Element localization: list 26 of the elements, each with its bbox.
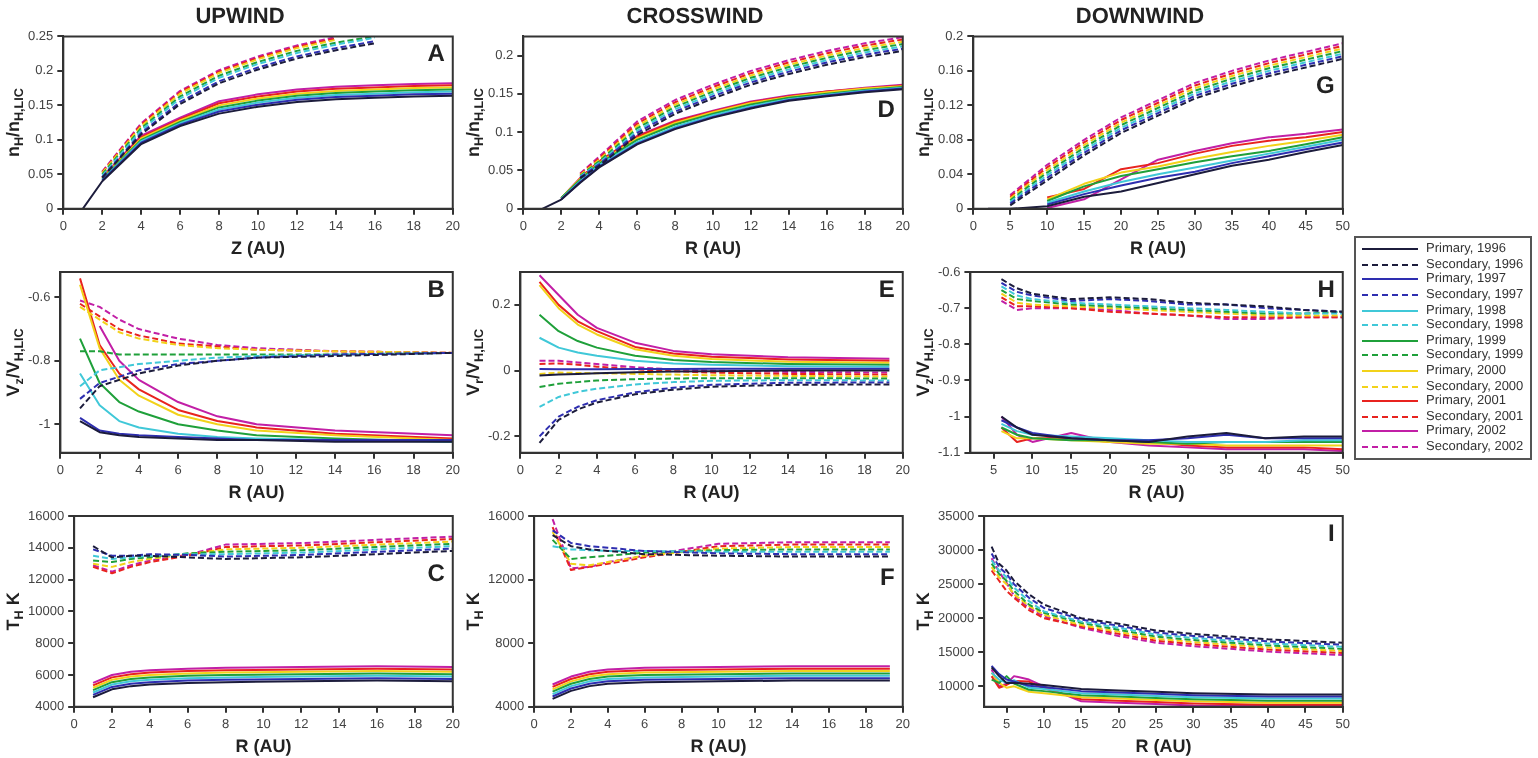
annotation: H: [1317, 274, 1335, 303]
line-series: [538, 379, 891, 408]
annotation: F: [880, 562, 895, 591]
x-axis-title: R (AU): [683, 482, 740, 503]
annotation: G: [1316, 71, 1335, 100]
x-axis-title: R (AU): [685, 238, 742, 259]
chart-title: DOWNWIND: [1075, 5, 1205, 30]
annotation: C: [427, 558, 446, 587]
annotation: I: [1328, 518, 1335, 547]
x-axis-title: R (AU): [228, 482, 285, 503]
line-series: [551, 529, 891, 556]
annotation: E: [878, 274, 895, 303]
x-axis-title: R (AU): [1130, 238, 1187, 259]
x-axis-title: R (AU): [1128, 482, 1185, 503]
line-series: [551, 518, 891, 570]
x-axis-title: Z (AU): [231, 238, 286, 259]
annotation: D: [877, 95, 896, 124]
line-series: [79, 351, 453, 400]
x-axis-title: R (AU): [235, 736, 292, 757]
annotation: B: [427, 274, 446, 303]
annotation: A: [427, 39, 446, 68]
chart-title: UPWIND: [195, 5, 285, 30]
x-axis-title: R (AU): [690, 736, 747, 757]
line-series: [79, 351, 453, 410]
chart-title: CROSSWIND: [626, 5, 764, 30]
x-axis-title: R (AU): [1135, 736, 1192, 757]
